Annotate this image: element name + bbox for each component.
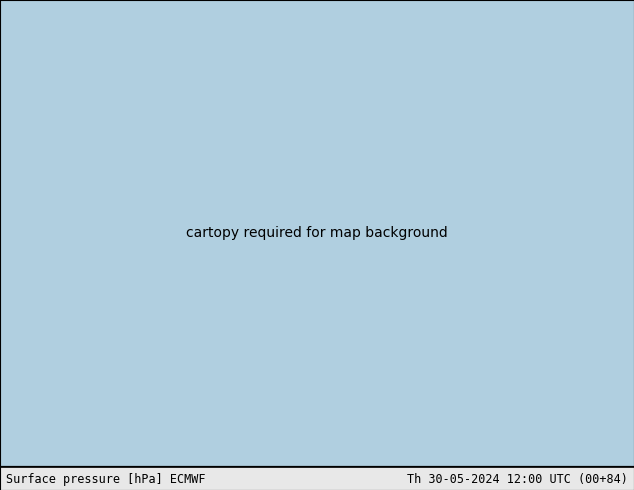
Text: Surface pressure [hPa] ECMWF: Surface pressure [hPa] ECMWF	[6, 473, 206, 486]
Text: Th 30-05-2024 12:00 UTC (00+84): Th 30-05-2024 12:00 UTC (00+84)	[407, 473, 628, 486]
Text: cartopy required for map background: cartopy required for map background	[186, 226, 448, 240]
